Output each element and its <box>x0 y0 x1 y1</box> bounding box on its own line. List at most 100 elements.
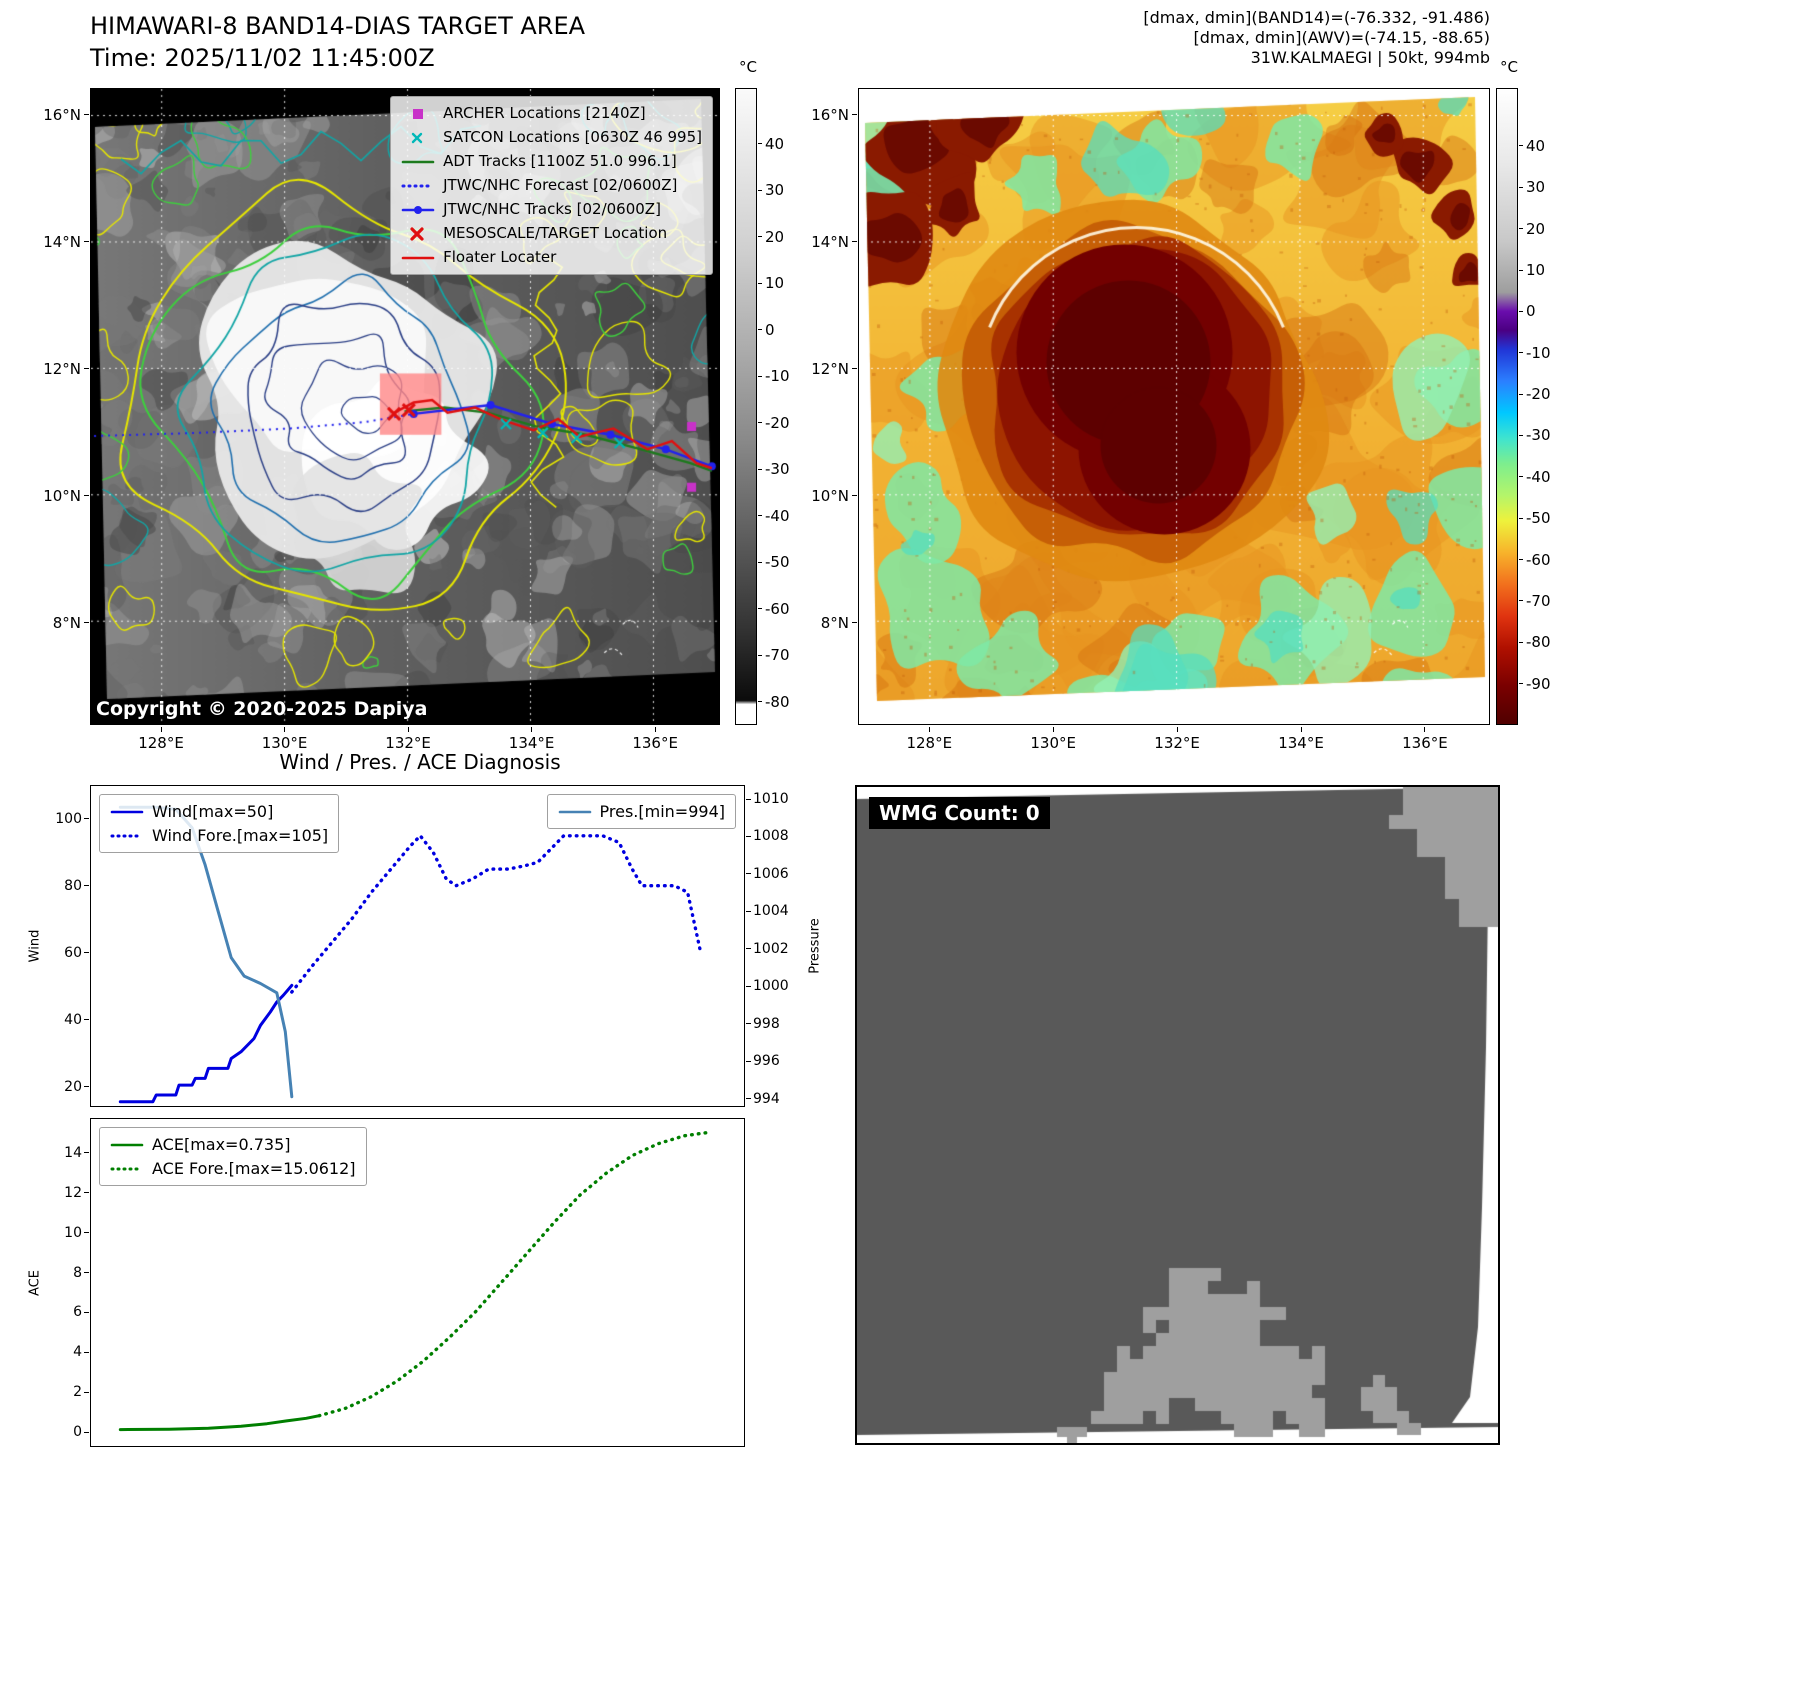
y-tick-label: 16°N <box>43 105 81 124</box>
y-tick-label: 14°N <box>811 232 849 251</box>
tick-mark <box>758 375 762 377</box>
line-icon <box>558 810 591 813</box>
storm-info-header: [dmax, dmin](BAND14)=(-76.332, -91.486) … <box>1143 8 1490 68</box>
tick-mark <box>758 515 762 517</box>
legend-item: ACE[max=0.735] <box>110 1135 356 1154</box>
colorbar-tick-label: -20 <box>1526 385 1551 404</box>
awv-satellite-image <box>859 89 1488 723</box>
y2-tick-label: 1008 <box>753 828 789 845</box>
band14-colorbar-unit: °C <box>739 58 757 76</box>
dmax-dmin-awv-text: [dmax, dmin](AWV)=(-74.15, -88.65) <box>1193 28 1490 47</box>
colorbar-tick-label: 10 <box>1526 261 1546 279</box>
tick-mark <box>1519 186 1523 188</box>
tick-mark <box>758 282 762 284</box>
tick-mark <box>746 910 751 912</box>
legend-item: Wind[max=50] <box>110 802 328 821</box>
legend-item: ADT Tracks [1100Z 51.0 996.1] <box>401 152 702 171</box>
colorbar-tick-label: -20 <box>765 413 790 432</box>
tick-mark <box>851 114 857 116</box>
colorbar-tick-label: -70 <box>765 646 790 665</box>
tick-mark <box>1300 726 1302 732</box>
line-icon <box>110 810 144 813</box>
tick-mark <box>746 1098 751 1100</box>
legend-label: ACE Fore.[max=15.0612] <box>152 1159 356 1178</box>
colorbar-tick-label: 10 <box>765 274 785 293</box>
line-icon <box>401 256 435 259</box>
legend-label: MESOSCALE/TARGET Location <box>443 224 668 242</box>
wmg-count-label: WMG Count: 0 <box>869 797 1050 829</box>
tick-mark <box>746 985 751 987</box>
tick-mark <box>1519 310 1523 312</box>
y-tick-label: 6 <box>73 1304 82 1321</box>
colorbar-tick-label: -30 <box>765 460 790 479</box>
y-tick-label: 0 <box>73 1424 82 1441</box>
wind-pressure-chart: Wind[max=50] Wind Fore.[max=105] Pres.[mi… <box>90 785 745 1107</box>
tick-mark <box>1424 726 1426 732</box>
tick-mark <box>851 241 857 243</box>
legend-item: Wind Fore.[max=105] <box>110 826 328 845</box>
tick-mark <box>84 1232 89 1234</box>
tick-mark <box>758 654 762 656</box>
tick-mark <box>1519 641 1523 643</box>
tick-mark <box>531 726 533 732</box>
x-tick-label: 128°E <box>138 734 184 752</box>
diagnosis-title: Wind / Pres. / ACE Diagnosis <box>279 750 561 774</box>
x-tick-label: 130°E <box>261 734 308 752</box>
colorbar-tick-label: -10 <box>1526 343 1551 362</box>
legend-label: Floater Locater <box>443 248 557 266</box>
x-bold-icon <box>410 226 424 241</box>
tick-mark <box>83 495 89 497</box>
tick-mark <box>1519 683 1523 685</box>
dotted-line-icon <box>110 1167 144 1170</box>
colorbar-tick-label: -60 <box>765 599 790 618</box>
y-tick-label: 12°N <box>43 359 81 378</box>
colorbar-tick-label: -50 <box>1526 509 1551 528</box>
y2-tick-label: 994 <box>753 1090 780 1107</box>
legend-label: SATCON Locations [0630Z 46 995] <box>443 128 702 146</box>
x-tick-label: 128°E <box>906 734 953 752</box>
tick-mark <box>1519 600 1523 602</box>
colorbar-tick-label: -40 <box>1526 467 1551 486</box>
tick-mark <box>84 1431 89 1433</box>
y-tick-label: 20 <box>64 1078 82 1095</box>
tick-mark <box>84 818 89 820</box>
legend-label: Wind[max=50] <box>152 802 274 821</box>
tick-mark <box>928 726 930 732</box>
colorbar-tick-label: 0 <box>765 320 775 339</box>
legend-item: ACE Fore.[max=15.0612] <box>110 1159 356 1178</box>
tick-mark <box>1519 352 1523 354</box>
y2-tick-label: 1006 <box>753 865 789 882</box>
x-tick-label: 132°E <box>385 734 431 752</box>
y2-tick-label: 1010 <box>753 791 789 808</box>
axis-label-Pressure: Pressure <box>807 918 823 974</box>
tick-mark <box>83 622 89 624</box>
series-ACE Fore.[max=15.0612] <box>317 1130 709 1418</box>
tick-mark <box>84 885 89 887</box>
tick-mark <box>758 701 762 703</box>
band14-subtitle: Time: 2025/11/02 11:45:00Z <box>90 44 435 72</box>
tick-mark <box>758 143 762 145</box>
band14-colorbar <box>735 88 757 725</box>
tick-mark <box>407 726 409 732</box>
tick-mark <box>1519 145 1523 147</box>
y-tick-label: 100 <box>55 810 82 827</box>
colorbar-tick-label: 0 <box>1526 302 1536 321</box>
awv-colorbar <box>1496 88 1518 725</box>
series-ACE[max=0.735] <box>118 1414 321 1432</box>
dotted-line-icon <box>110 834 144 837</box>
tick-mark <box>84 1351 89 1353</box>
tick-mark <box>851 368 857 370</box>
tick-mark <box>746 873 751 875</box>
legend-label: ACE[max=0.735] <box>152 1135 291 1154</box>
legend-item: SATCON Locations [0630Z 46 995] <box>401 128 702 147</box>
y-tick-label: 8°N <box>52 613 81 632</box>
ace-chart: ACE[max=0.735] ACE Fore.[max=15.0612] <box>90 1118 745 1447</box>
colorbar-tick-label: -90 <box>1526 674 1551 693</box>
x-tick-label: 130°E <box>1030 734 1076 752</box>
tick-mark <box>84 1192 89 1194</box>
tick-mark <box>84 1391 89 1393</box>
tick-mark <box>84 1272 89 1274</box>
y2-tick-label: 998 <box>753 1015 780 1032</box>
band14-legend: ARCHER Locations [2140Z] SATCON Locations… <box>390 96 713 275</box>
